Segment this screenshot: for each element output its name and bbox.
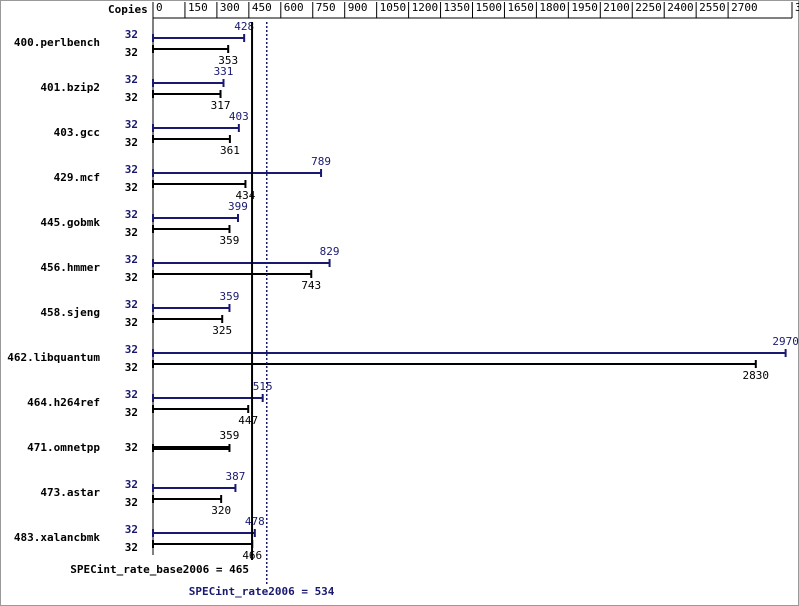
x-tick-label: 1050 — [380, 1, 407, 14]
copies-label: 32 — [125, 496, 138, 509]
x-tick-label: 2250 — [635, 1, 662, 14]
x-tick-label: 1650 — [507, 1, 534, 14]
category-label: 403.gcc — [54, 126, 100, 139]
copies-label: 32 — [125, 91, 138, 104]
value-label: 359 — [220, 234, 240, 247]
copies-label: 32 — [125, 28, 138, 41]
value-label: 829 — [320, 245, 340, 258]
value-label: 353 — [218, 54, 238, 67]
category-label: 445.gobmk — [40, 216, 100, 229]
category-label: 458.sjeng — [40, 306, 100, 319]
category-label: 456.hmmer — [40, 261, 100, 274]
value-label: 403 — [229, 110, 249, 123]
copies-label: 32 — [125, 298, 138, 311]
x-tick-label: 750 — [316, 1, 336, 14]
x-tick-label: 450 — [252, 1, 272, 14]
value-label: 325 — [212, 324, 232, 337]
copies-label: 32 — [125, 253, 138, 266]
copies-label: 32 — [125, 406, 138, 419]
value-label: 387 — [225, 470, 245, 483]
value-label: 434 — [236, 189, 256, 202]
x-tick-label: 900 — [348, 1, 368, 14]
copies-label: 32 — [125, 388, 138, 401]
category-label: 429.mcf — [54, 171, 100, 184]
category-label: 462.libquantum — [7, 351, 100, 364]
copies-label: 32 — [125, 46, 138, 59]
copies-label: 32 — [125, 541, 138, 554]
x-tick-label: 2400 — [667, 1, 694, 14]
value-label: 317 — [211, 99, 231, 112]
copies-label: 32 — [125, 118, 138, 131]
copies-label: 32 — [125, 361, 138, 374]
x-tick-label: 150 — [188, 1, 208, 14]
copies-label: 32 — [125, 181, 138, 194]
category-label: 471.omnetpp — [27, 441, 100, 454]
copies-label: 32 — [125, 478, 138, 491]
value-label: 478 — [245, 515, 265, 528]
copies-label: 32 — [125, 343, 138, 356]
x-tick-label: 1800 — [539, 1, 566, 14]
copies-label: 32 — [125, 271, 138, 284]
value-label: 331 — [214, 65, 234, 78]
value-label: 359 — [220, 290, 240, 303]
value-label: 515 — [253, 380, 273, 393]
value-label: 320 — [211, 504, 231, 517]
copies-label: 32 — [125, 226, 138, 239]
copies-label: 32 — [125, 523, 138, 536]
x-tick-label: 1200 — [412, 1, 439, 14]
category-label: 483.xalancbmk — [14, 531, 100, 544]
x-tick-label: 2700 — [731, 1, 758, 14]
category-label: 464.h264ref — [27, 396, 100, 409]
value-label: 428 — [234, 20, 254, 33]
reference-label: SPECint_rate_base2006 = 465 — [70, 563, 249, 576]
copies-label: 32 — [125, 163, 138, 176]
x-tick-label: 0 — [156, 1, 163, 14]
value-label: 447 — [238, 414, 258, 427]
x-tick-label: 2550 — [699, 1, 726, 14]
x-tick-label: 2100 — [603, 1, 630, 14]
x-tick-label: 3000 — [795, 1, 799, 14]
x-tick-label: 1350 — [444, 1, 471, 14]
value-label: 2830 — [743, 369, 770, 382]
value-label: 743 — [301, 279, 321, 292]
copies-label: 32 — [125, 316, 138, 329]
value-label: 2970 — [772, 335, 799, 348]
x-tick-label: 1950 — [571, 1, 598, 14]
copies-label: 32 — [125, 73, 138, 86]
copies-label: 32 — [125, 136, 138, 149]
x-tick-label: 600 — [284, 1, 304, 14]
category-label: 473.astar — [40, 486, 100, 499]
category-label: 400.perlbench — [14, 36, 100, 49]
value-label: 399 — [228, 200, 248, 213]
x-tick-label: 1500 — [476, 1, 503, 14]
copies-header: Copies — [108, 3, 148, 16]
value-label: 359 — [220, 429, 240, 442]
copies-label: 32 — [125, 441, 138, 454]
x-tick-label: 300 — [220, 1, 240, 14]
value-label: 789 — [311, 155, 331, 168]
value-label: 361 — [220, 144, 240, 157]
category-label: 401.bzip2 — [40, 81, 100, 94]
copies-label: 32 — [125, 208, 138, 221]
reference-label: SPECint_rate2006 = 534 — [189, 585, 335, 598]
